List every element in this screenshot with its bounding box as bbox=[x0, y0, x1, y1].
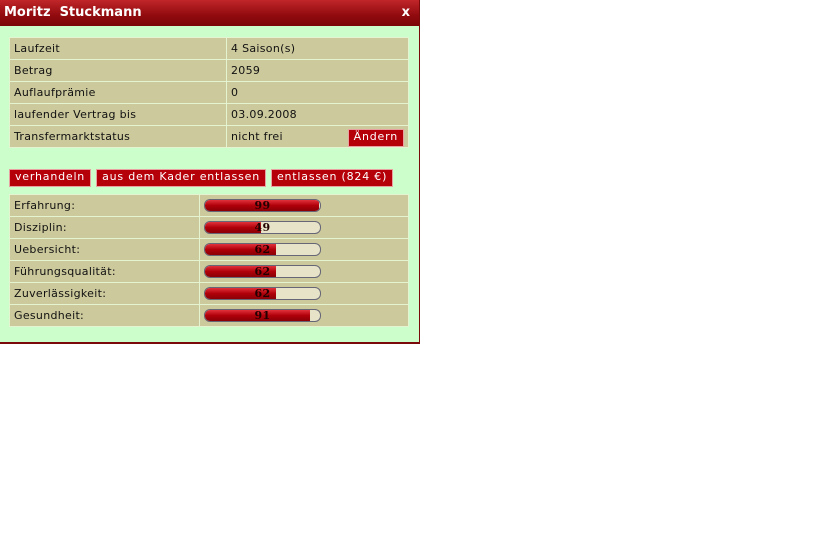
close-icon[interactable]: x bbox=[401, 5, 410, 20]
contract-value: 4 Saison(s) bbox=[226, 37, 409, 60]
contract-label: Auflaufprämie bbox=[9, 81, 227, 104]
attribute-label: Erfahrung: bbox=[9, 194, 200, 217]
attribute-row: Führungsqualität: 62 bbox=[9, 260, 409, 283]
attribute-bar-cell: 62 bbox=[199, 260, 409, 283]
dismiss-button[interactable]: entlassen (824 €) bbox=[270, 169, 394, 187]
attribute-bar-fill bbox=[205, 288, 277, 299]
attribute-row: Disziplin: 49 bbox=[9, 216, 409, 239]
attribute-row: Gesundheit: 91 bbox=[9, 304, 409, 327]
attribute-bar-fill bbox=[205, 310, 310, 321]
contract-label: Laufzeit bbox=[9, 37, 227, 60]
negotiate-button[interactable]: verhandeln bbox=[9, 169, 92, 187]
attribute-bar-cell: 99 bbox=[199, 194, 409, 217]
player-dialog: Moritz Stuckmann x Laufzeit 4 Saison(s) Be… bbox=[0, 0, 420, 344]
dialog-title-bar: Moritz Stuckmann x bbox=[0, 0, 419, 26]
attribute-label: Disziplin: bbox=[9, 216, 200, 239]
contract-row: Auflaufprämie 0 bbox=[9, 81, 409, 104]
remove-from-squad-button[interactable]: aus dem Kader entlassen bbox=[96, 169, 266, 187]
attributes-table: Erfahrung: 99 Disziplin: 49 Uebersicht: 62 Füh… bbox=[9, 194, 409, 327]
attribute-progress-bar: 62 bbox=[204, 243, 321, 256]
contract-value: 0 bbox=[226, 81, 409, 104]
attribute-label: Zuverlässigkeit: bbox=[9, 282, 200, 305]
contract-value-text: 2059 bbox=[231, 64, 261, 77]
contract-label: laufender Vertrag bis bbox=[9, 103, 227, 126]
attribute-row: Uebersicht: 62 bbox=[9, 238, 409, 261]
contract-label: Transfermarktstatus bbox=[9, 125, 227, 148]
contract-value-text: 0 bbox=[231, 86, 239, 99]
attribute-progress-bar: 99 bbox=[204, 199, 321, 212]
attribute-bar-fill bbox=[205, 222, 262, 233]
contract-row: Laufzeit 4 Saison(s) bbox=[9, 37, 409, 60]
attribute-progress-bar: 91 bbox=[204, 309, 321, 322]
contract-value-text: 03.09.2008 bbox=[231, 108, 297, 121]
attribute-bar-cell: 62 bbox=[199, 238, 409, 261]
dialog-title: Moritz Stuckmann bbox=[4, 5, 142, 20]
attribute-progress-bar: 49 bbox=[204, 221, 321, 234]
contract-value: 2059 bbox=[226, 59, 409, 82]
contract-row: Transfermarktstatus nicht frei Ändern bbox=[9, 125, 409, 148]
contract-value-text: nicht frei bbox=[231, 130, 283, 143]
change-status-button[interactable]: Ändern bbox=[347, 129, 404, 147]
attribute-value: 99 bbox=[254, 199, 271, 212]
contract-row: Betrag 2059 bbox=[9, 59, 409, 82]
attribute-bar-cell: 91 bbox=[199, 304, 409, 327]
attribute-bar-cell: 62 bbox=[199, 282, 409, 305]
attribute-value: 49 bbox=[254, 221, 271, 234]
attribute-value: 62 bbox=[254, 243, 271, 256]
attribute-bar-fill bbox=[205, 244, 277, 255]
contract-value: 03.09.2008 bbox=[226, 103, 409, 126]
contract-table: Laufzeit 4 Saison(s) Betrag 2059 Auflaufpräm… bbox=[9, 37, 409, 148]
attribute-bar-cell: 49 bbox=[199, 216, 409, 239]
attribute-value: 62 bbox=[254, 265, 271, 278]
attribute-bar-fill bbox=[205, 266, 277, 277]
attribute-row: Zuverlässigkeit: 62 bbox=[9, 282, 409, 305]
attribute-value: 91 bbox=[254, 309, 271, 322]
contract-label: Betrag bbox=[9, 59, 227, 82]
contract-row: laufender Vertrag bis 03.09.2008 bbox=[9, 103, 409, 126]
contract-value: nicht frei Ändern bbox=[226, 125, 409, 148]
attribute-progress-bar: 62 bbox=[204, 287, 321, 300]
action-buttons: verhandeln aus dem Kader entlassen entla… bbox=[9, 169, 394, 187]
attribute-value: 62 bbox=[254, 287, 271, 300]
attribute-bar-fill bbox=[205, 200, 319, 211]
attribute-label: Gesundheit: bbox=[9, 304, 200, 327]
attribute-row: Erfahrung: 99 bbox=[9, 194, 409, 217]
attribute-progress-bar: 62 bbox=[204, 265, 321, 278]
attribute-label: Führungsqualität: bbox=[9, 260, 200, 283]
attribute-label: Uebersicht: bbox=[9, 238, 200, 261]
contract-value-text: 4 Saison(s) bbox=[231, 42, 296, 55]
